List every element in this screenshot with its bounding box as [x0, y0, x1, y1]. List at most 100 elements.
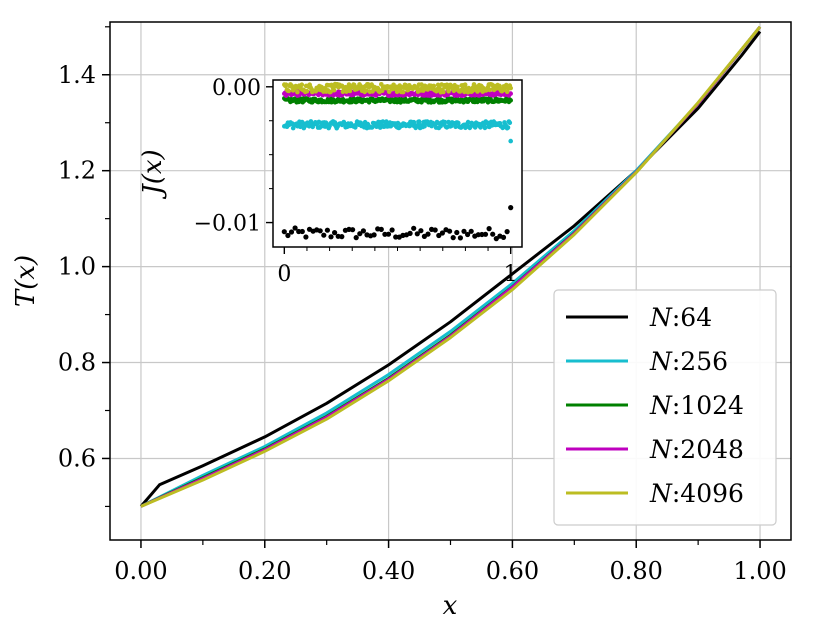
inset-point — [482, 231, 489, 237]
inset-point — [332, 230, 338, 236]
inset-point — [328, 234, 334, 240]
inset-point — [385, 231, 392, 237]
inset-point — [444, 82, 450, 88]
inset-point — [432, 227, 438, 233]
inset-point — [456, 120, 461, 126]
inset-point — [407, 230, 413, 236]
inset-point — [486, 226, 492, 232]
y-tick-label: 0.6 — [58, 444, 96, 472]
inset-point — [411, 225, 417, 231]
inset-point — [364, 88, 369, 93]
inset-point — [281, 229, 287, 235]
main-series-lines — [139, 25, 762, 508]
inset-point — [431, 83, 437, 89]
legend-label: N:2048 — [649, 435, 744, 464]
inset-point — [453, 124, 458, 130]
inset-point — [296, 228, 302, 235]
inset-point — [425, 231, 431, 237]
inset-point — [508, 138, 513, 144]
inset-point — [418, 228, 424, 234]
inset-point — [462, 82, 468, 87]
inset-point — [299, 228, 305, 235]
legend: N:64 N:256 N:1024 N:2048 N:4096 — [553, 289, 777, 526]
inset-point — [508, 91, 513, 96]
legend-label: N:4096 — [649, 479, 744, 508]
inset-point — [351, 82, 357, 88]
inset-point — [487, 87, 493, 93]
inset-scatter-points — [281, 81, 514, 242]
x-tick-label: 0.20 — [238, 557, 291, 585]
inset-point — [370, 89, 375, 94]
inset-plot: 0 1 0.00 −0.01 J(x) — [138, 76, 523, 287]
legend-box — [553, 289, 777, 526]
inset-point — [332, 120, 338, 125]
inset-point — [504, 89, 510, 95]
inset-point — [465, 231, 471, 238]
y-tick-label: 0.8 — [58, 349, 96, 377]
x-tick-label: 0.40 — [362, 557, 415, 585]
series-line-N64 — [139, 30, 762, 508]
inset-point — [357, 231, 363, 237]
x-tick-label: 0.00 — [114, 557, 167, 585]
inset-point — [416, 119, 422, 124]
inset-point — [283, 82, 289, 87]
inset-point — [507, 120, 513, 125]
inset-y-axis-label: J(x) — [138, 149, 168, 199]
inset-point — [378, 226, 384, 232]
inset-point — [457, 235, 463, 241]
inset-point — [508, 205, 514, 211]
inset-point — [339, 234, 345, 240]
inset-point — [411, 119, 417, 125]
inset-point — [353, 235, 359, 241]
inset-point — [442, 119, 448, 125]
inset-point — [447, 228, 453, 234]
inset-point — [461, 228, 467, 234]
inset-point — [308, 119, 314, 124]
inset-y-tick-label: −0.01 — [194, 212, 261, 237]
inset-point — [414, 231, 420, 237]
inset-point — [508, 85, 513, 91]
y-axis-label: T(x) — [11, 255, 41, 307]
inset-point — [324, 227, 330, 233]
inset-point — [439, 230, 445, 236]
inset-point — [389, 227, 395, 233]
y-tick-label: 1.0 — [58, 253, 96, 281]
y-tick-label: 1.4 — [58, 61, 96, 89]
x-tick-label: 1.00 — [733, 557, 786, 585]
inset-point — [288, 229, 295, 235]
inset-point — [500, 234, 507, 240]
x-tick-label: 0.60 — [486, 557, 539, 585]
inset-point — [504, 229, 510, 235]
inset-point — [299, 82, 305, 87]
inset-x-tick-label: 1 — [504, 262, 518, 287]
inset-point — [441, 89, 446, 95]
inset-point — [286, 88, 292, 94]
inset-point — [485, 100, 491, 105]
inset-point — [328, 89, 333, 95]
inset-axis-ticks: 0 1 0.00 −0.01 — [194, 76, 518, 287]
inset-point — [490, 231, 496, 237]
inset-point — [321, 232, 327, 238]
inset-point — [450, 235, 456, 241]
inset-point — [304, 88, 310, 94]
x-tick-label: 0.80 — [610, 557, 663, 585]
inset-point — [371, 232, 377, 238]
inset-point — [482, 125, 488, 131]
inset-point — [317, 228, 323, 234]
inset-point — [386, 89, 392, 94]
inset-point — [303, 234, 309, 240]
inset-point — [508, 98, 513, 103]
legend-label: N:256 — [649, 347, 728, 376]
inset-background — [273, 80, 522, 247]
inset-point — [469, 88, 475, 94]
legend-entries: N:64 N:256 N:1024 N:2048 N:4096 — [566, 303, 744, 508]
inset-point — [350, 227, 356, 233]
inset-point — [505, 125, 511, 130]
y-tick-label: 1.2 — [58, 157, 96, 185]
inset-point — [285, 232, 291, 239]
inset-point — [316, 119, 322, 125]
legend-label: N:1024 — [649, 391, 744, 420]
inset-point — [295, 89, 300, 95]
inset-point — [292, 225, 298, 231]
